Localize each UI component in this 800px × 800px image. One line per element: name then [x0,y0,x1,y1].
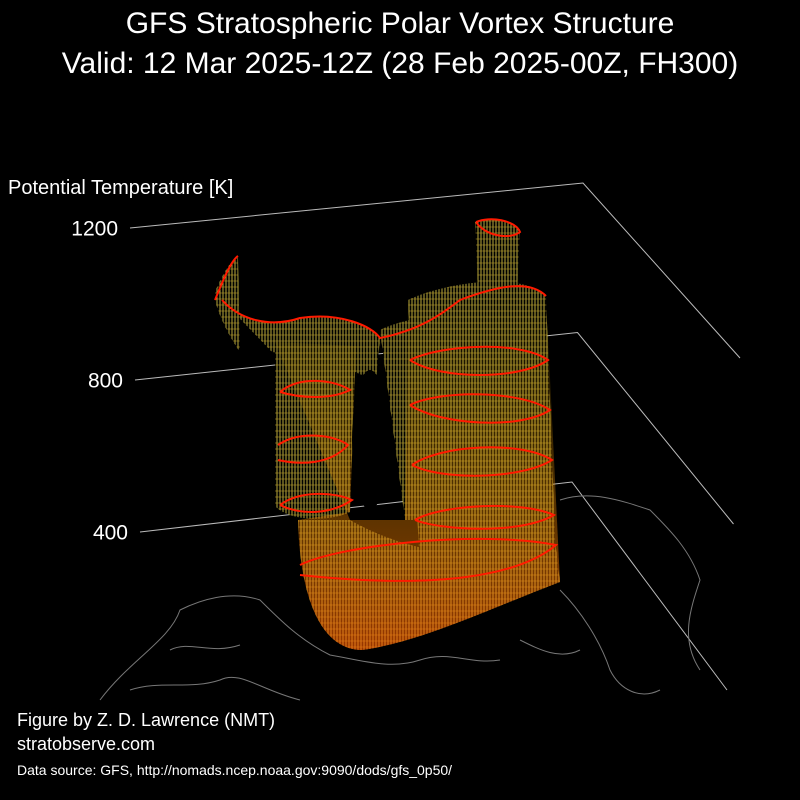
vortex-contours [214,218,559,582]
credit: Figure by Z. D. Lawrence (NMT) [17,710,275,730]
z-tick-label: 400 [93,522,128,545]
z-tick-label: 1200 [71,218,118,241]
z-tick-label: 800 [88,370,123,393]
grid-line [139,481,728,691]
website: stratobserve.com [17,734,155,754]
coastlines [99,495,701,701]
z-axis-label: Potential Temperature [K] [8,177,233,199]
grid-line [129,182,741,359]
chart-subtitle: Valid: 12 Mar 2025-12Z (28 Feb 2025-00Z,… [62,47,738,80]
data-source: Data source: GFS, http://nomads.ncep.noa… [17,762,452,778]
chart-title: GFS Stratospheric Polar Vortex Structure [126,7,675,40]
vortex [215,218,560,650]
